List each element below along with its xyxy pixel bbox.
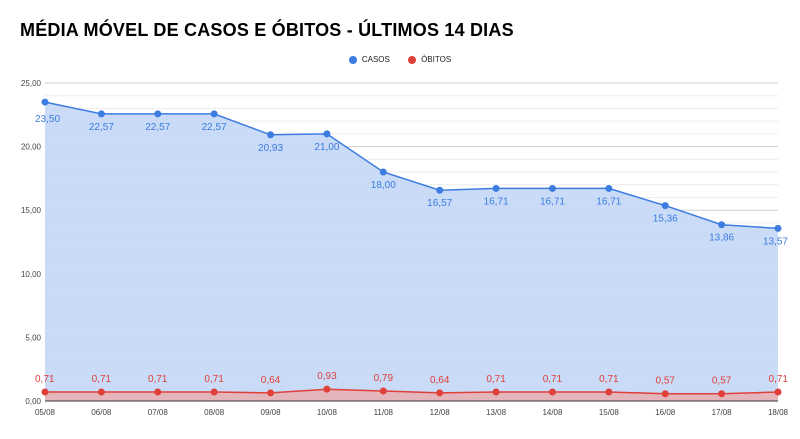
data-point-0 — [548, 184, 556, 192]
data-point-0 — [379, 168, 387, 176]
data-label-1: 0,71 — [92, 374, 112, 385]
legend-dot-casos-icon — [348, 55, 357, 64]
x-tick-label: 14/08 — [542, 408, 563, 417]
data-label-0: 23,50 — [35, 114, 60, 125]
data-label-1: 0,57 — [712, 376, 732, 387]
data-point-0 — [97, 110, 105, 118]
data-label-1: 0,71 — [204, 374, 224, 385]
data-point-1 — [605, 388, 613, 396]
data-label-1: 0,71 — [35, 374, 55, 385]
data-point-1 — [548, 388, 556, 396]
data-label-1: 0,71 — [543, 374, 563, 385]
data-point-0 — [492, 184, 500, 192]
x-tick-label: 07/08 — [148, 408, 169, 417]
data-label-0: 22,57 — [145, 122, 170, 133]
data-label-0: 16,71 — [540, 196, 565, 207]
data-label-0: 13,57 — [763, 236, 788, 247]
y-tick-label: 10,00 — [21, 270, 42, 279]
data-label-1: 0,64 — [261, 375, 281, 386]
series-line-1 — [45, 388, 779, 395]
data-point-0 — [41, 98, 49, 106]
data-label-0: 20,93 — [258, 143, 283, 154]
legend-item-obitos[interactable]: ÓBITOS — [408, 55, 451, 64]
data-point-1 — [718, 390, 726, 398]
y-tick-label: 25,00 — [21, 79, 42, 88]
x-tick-label: 11/08 — [374, 408, 394, 417]
data-point-1 — [436, 389, 444, 397]
data-label-0: 22,57 — [202, 122, 227, 133]
data-label-0: 16,71 — [484, 196, 509, 207]
x-tick-label: 18/08 — [768, 408, 789, 417]
x-tick-label: 08/08 — [204, 408, 225, 417]
data-point-0 — [154, 110, 162, 118]
data-point-0 — [267, 131, 275, 139]
data-label-1: 0,71 — [769, 374, 789, 385]
x-tick-label: 15/08 — [599, 408, 620, 417]
data-point-1 — [97, 388, 105, 396]
data-point-1 — [210, 388, 218, 396]
data-point-0 — [774, 224, 782, 232]
data-label-0: 13,86 — [709, 233, 734, 244]
data-point-0 — [323, 130, 331, 138]
data-label-1: 0,93 — [317, 371, 337, 382]
chart-title: MÉDIA MÓVEL DE CASOS E ÓBITOS - ÚLTIMOS … — [20, 20, 514, 40]
legend: CASOS ÓBITOS — [0, 55, 800, 66]
x-tick-label: 17/08 — [712, 408, 733, 417]
data-point-1 — [154, 388, 162, 396]
data-point-0 — [436, 186, 444, 194]
data-label-0: 21,00 — [314, 142, 339, 153]
data-point-1 — [661, 390, 669, 398]
y-tick-label: 20,00 — [21, 143, 42, 152]
data-label-1: 0,79 — [374, 373, 394, 384]
y-tick-label: 0,00 — [25, 397, 41, 406]
data-point-1 — [267, 389, 275, 397]
data-label-1: 0,64 — [430, 375, 450, 386]
data-label-1: 0,71 — [599, 374, 619, 385]
data-label-0: 22,57 — [89, 122, 114, 133]
legend-dot-obitos-icon — [408, 55, 417, 64]
x-tick-label: 16/08 — [655, 408, 676, 417]
data-label-1: 0,71 — [148, 374, 168, 385]
data-point-1 — [492, 388, 500, 396]
data-point-0 — [718, 221, 726, 229]
data-label-0: 15,36 — [653, 214, 678, 225]
legend-label-obitos: ÓBITOS — [421, 55, 452, 64]
x-tick-label: 10/08 — [317, 408, 338, 417]
data-label-1: 0,71 — [486, 374, 506, 385]
data-label-0: 16,71 — [596, 196, 621, 207]
y-tick-label: 15,00 — [21, 206, 42, 215]
data-point-1 — [774, 388, 782, 396]
data-point-1 — [323, 385, 331, 393]
data-label-0: 16,57 — [427, 198, 452, 209]
series-area-0 — [45, 102, 778, 401]
data-label-0: 18,00 — [371, 180, 396, 191]
legend-item-casos[interactable]: CASOS — [348, 55, 390, 64]
data-point-1 — [379, 387, 387, 395]
data-point-0 — [605, 184, 613, 192]
x-tick-label: 05/08 — [35, 408, 56, 417]
x-tick-label: 06/08 — [91, 408, 112, 417]
y-tick-label: 5,00 — [25, 333, 41, 342]
series-line-0 — [44, 101, 779, 230]
legend-label-casos: CASOS — [361, 55, 390, 64]
data-point-1 — [41, 388, 49, 396]
x-tick-label: 13/08 — [486, 408, 507, 417]
data-point-0 — [661, 202, 669, 210]
x-tick-label: 12/08 — [430, 408, 451, 417]
x-tick-label: 09/08 — [261, 408, 282, 417]
data-label-1: 0,57 — [655, 376, 675, 387]
data-point-0 — [210, 110, 218, 118]
